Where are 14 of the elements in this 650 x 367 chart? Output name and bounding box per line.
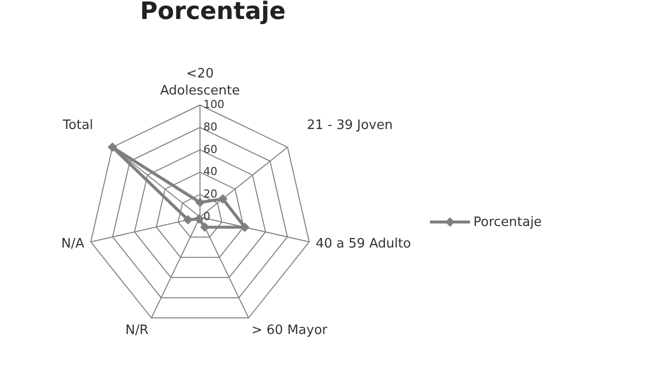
spoke-label: N/R <box>125 322 148 338</box>
spoke-label: <20 Adolescente <box>160 66 240 98</box>
spoke-label: N/A <box>61 236 84 252</box>
legend-label: Porcentaje <box>473 215 542 230</box>
y-tick-label: 40 <box>203 165 218 178</box>
spoke-label: > 60 Mayor <box>252 322 328 338</box>
y-tick-label: 100 <box>203 98 224 111</box>
spoke-label: 21 - 39 Joven <box>306 118 393 133</box>
y-tick-label: 80 <box>203 120 218 134</box>
y-tick-label: 20 <box>203 188 218 201</box>
spoke-label: Total <box>62 118 94 133</box>
spoke-label: 40 a 59 Adulto <box>316 236 412 252</box>
y-tick-label: 60 <box>203 142 218 156</box>
chart-title: Porcentaje <box>140 0 286 25</box>
